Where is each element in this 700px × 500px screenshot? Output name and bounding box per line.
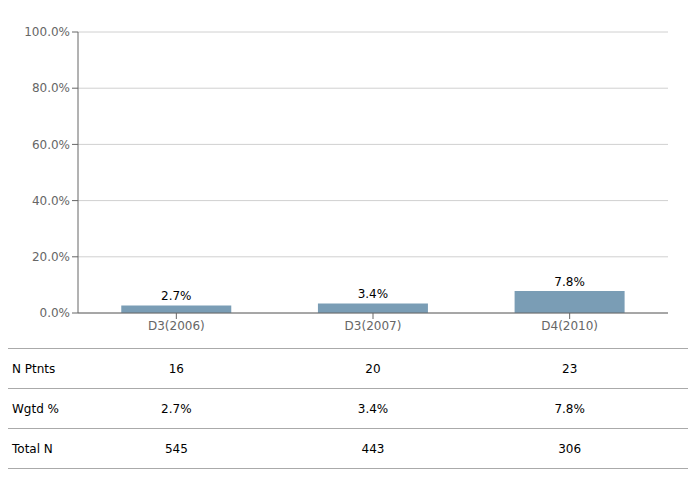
- html-text:545: 545: [164, 442, 188, 456]
- svg-text:40.0%: 40.0%: [32, 194, 70, 208]
- html-text:N Ptnts: N Ptnts: [12, 362, 56, 376]
- svg-text:D3(2007): D3(2007): [345, 319, 402, 333]
- svg-text:60.0%: 60.0%: [32, 138, 70, 152]
- html-text:3.4%: 3.4%: [357, 402, 389, 416]
- html-text:306: 306: [558, 442, 582, 456]
- html-text:7.8%: 7.8%: [554, 402, 585, 416]
- html-text:23: 23: [562, 362, 578, 376]
- svg-text:100.0%: 100.0%: [24, 25, 70, 39]
- svg-text:20.0%: 20.0%: [32, 250, 70, 264]
- svg-text:0.0%: 0.0%: [40, 306, 71, 320]
- svg-text:2.7%: 2.7%: [161, 289, 192, 303]
- html-text:443: 443: [361, 442, 385, 456]
- html-text:Wgtd %: Wgtd %: [12, 402, 59, 416]
- svg-text:7.8%: 7.8%: [554, 275, 585, 289]
- svg-text:80.0%: 80.0%: [32, 81, 70, 95]
- html-text:16: 16: [168, 362, 184, 376]
- svg-text:D3(2006): D3(2006): [148, 319, 205, 333]
- html-text:Total N: Total N: [12, 442, 53, 456]
- html-text:2.7%: 2.7%: [161, 402, 192, 416]
- html-text:20: 20: [365, 362, 381, 376]
- svg-text:D4(2010): D4(2010): [541, 319, 598, 333]
- svg-text:3.4%: 3.4%: [358, 287, 389, 301]
